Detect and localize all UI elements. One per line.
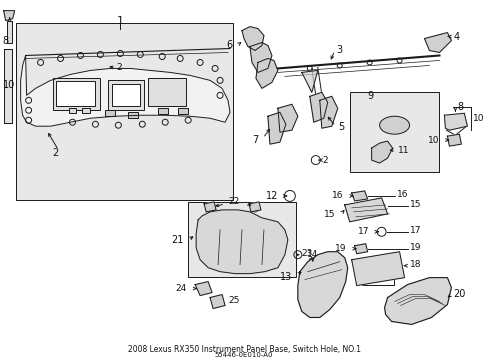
Polygon shape — [4, 11, 15, 21]
Bar — [68, 108, 76, 113]
Text: 15: 15 — [324, 210, 335, 219]
Text: 1: 1 — [117, 15, 123, 26]
Text: 10: 10 — [2, 80, 15, 90]
Text: 13: 13 — [279, 272, 291, 282]
Text: 55446-0E010-A0: 55446-0E010-A0 — [214, 352, 273, 358]
Polygon shape — [195, 282, 212, 296]
Polygon shape — [248, 202, 261, 212]
Bar — [82, 108, 90, 113]
Polygon shape — [309, 92, 327, 122]
Polygon shape — [196, 210, 287, 274]
Text: 23: 23 — [301, 249, 313, 258]
Polygon shape — [249, 42, 271, 72]
Text: 4: 4 — [452, 32, 459, 41]
Bar — [4, 49, 12, 123]
Text: 10: 10 — [427, 136, 439, 145]
Text: 10: 10 — [472, 114, 484, 123]
Text: 16: 16 — [331, 192, 343, 201]
Bar — [56, 81, 95, 106]
Text: 17: 17 — [408, 226, 420, 235]
Bar — [108, 80, 144, 110]
Polygon shape — [351, 191, 367, 201]
Text: 19: 19 — [334, 244, 346, 253]
Polygon shape — [424, 32, 450, 53]
Bar — [112, 84, 140, 106]
Bar — [52, 78, 100, 110]
Bar — [105, 110, 115, 116]
Text: 6: 6 — [225, 40, 232, 50]
Polygon shape — [447, 134, 461, 146]
Text: 19: 19 — [408, 243, 420, 252]
Bar — [349, 92, 439, 172]
Text: 18: 18 — [408, 260, 420, 269]
Polygon shape — [371, 141, 392, 163]
Text: 9: 9 — [367, 91, 373, 101]
Text: 20: 20 — [452, 289, 465, 298]
Text: 21: 21 — [170, 235, 183, 245]
Text: 7: 7 — [251, 135, 258, 145]
Text: 25: 25 — [227, 296, 239, 305]
Text: 5: 5 — [337, 122, 343, 132]
Text: 11: 11 — [397, 145, 408, 154]
Polygon shape — [242, 27, 264, 50]
Polygon shape — [351, 252, 404, 285]
Text: 12: 12 — [265, 191, 277, 201]
Polygon shape — [210, 294, 224, 309]
Polygon shape — [267, 112, 285, 144]
Bar — [361, 263, 393, 285]
Polygon shape — [297, 252, 347, 318]
Bar — [7, 21, 12, 42]
Bar — [188, 202, 295, 276]
Text: 16: 16 — [396, 190, 407, 199]
Bar — [178, 108, 188, 114]
Bar — [148, 78, 186, 106]
Polygon shape — [344, 198, 387, 222]
Polygon shape — [255, 58, 277, 88]
Polygon shape — [444, 113, 467, 130]
Polygon shape — [277, 104, 297, 132]
Text: 3: 3 — [336, 45, 342, 54]
Ellipse shape — [379, 116, 408, 134]
Polygon shape — [354, 244, 367, 254]
Polygon shape — [384, 278, 450, 324]
Text: 8: 8 — [2, 36, 9, 46]
Text: 2008 Lexus RX350 Instrument Panel Base, Switch Hole, NO.1: 2008 Lexus RX350 Instrument Panel Base, … — [127, 345, 360, 354]
Polygon shape — [20, 55, 229, 126]
Text: 24: 24 — [175, 284, 186, 293]
Text: 15: 15 — [408, 201, 420, 210]
Text: 14: 14 — [306, 250, 318, 259]
Bar — [16, 23, 233, 200]
Polygon shape — [319, 96, 337, 128]
Text: 8: 8 — [456, 102, 463, 112]
Polygon shape — [203, 202, 216, 212]
Text: 2: 2 — [116, 63, 122, 72]
Bar — [128, 112, 138, 118]
Bar — [158, 108, 168, 114]
Text: 17: 17 — [357, 227, 369, 236]
Text: 2: 2 — [322, 156, 328, 165]
Text: 2: 2 — [52, 148, 59, 158]
Text: 22: 22 — [227, 197, 239, 206]
Polygon shape — [301, 71, 317, 92]
